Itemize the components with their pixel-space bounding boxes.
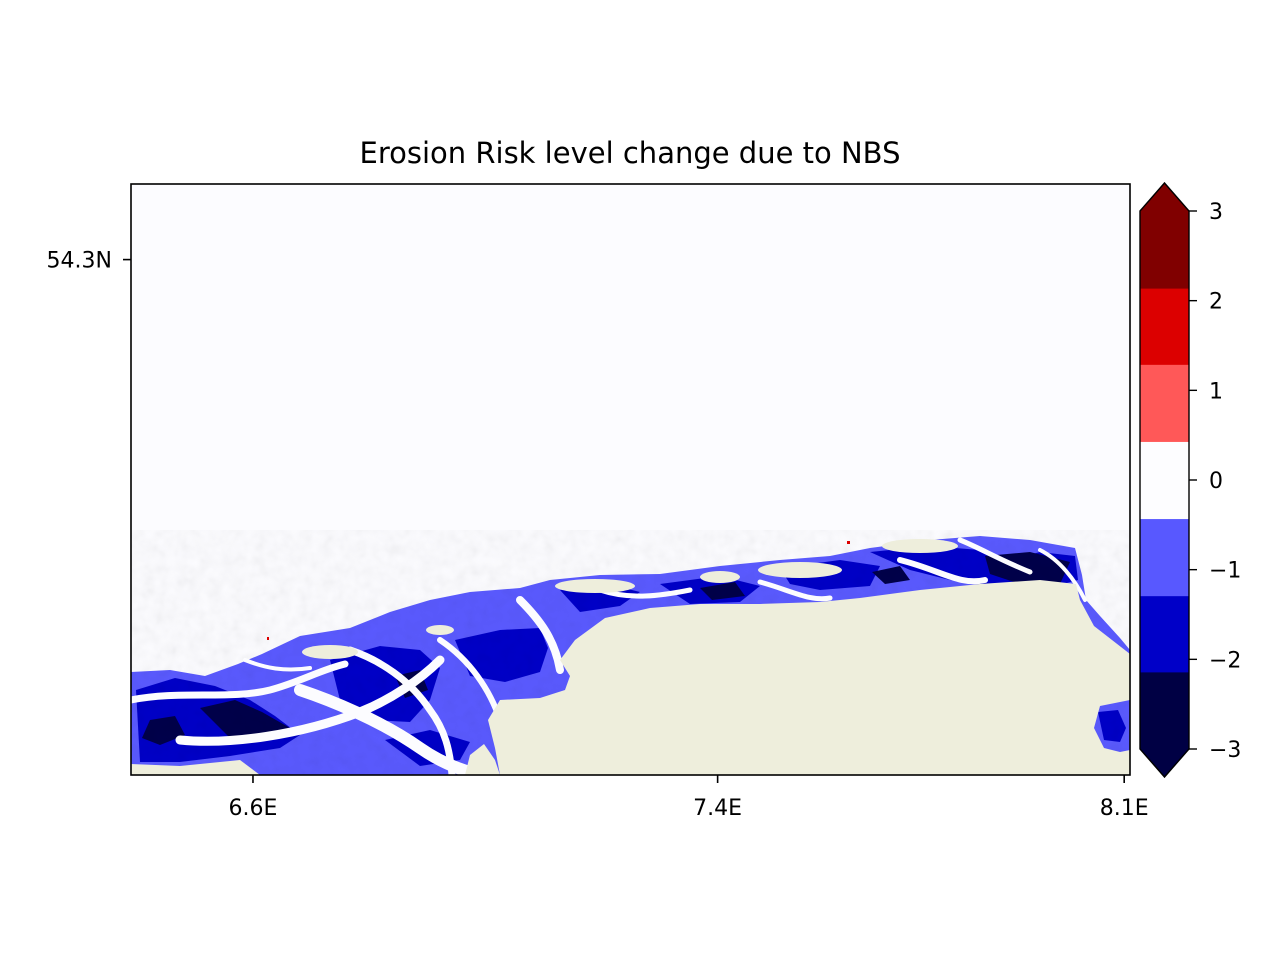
colorbar-tick-label: 2 (1209, 290, 1223, 315)
y-axis: 54.3N (47, 249, 131, 274)
colorbar-tick-label: −2 (1209, 648, 1241, 673)
x-tick-label: 8.1E (1100, 796, 1149, 821)
plot-frame (130, 183, 1131, 776)
colorbar-level (1140, 441, 1189, 520)
colorbar-level (1140, 595, 1189, 673)
coastal-land-left (131, 760, 260, 775)
risk-increase-spot (267, 637, 269, 640)
risk-increase-spot (847, 541, 850, 544)
x-axis: 6.6E 7.4E 8.1E (229, 775, 1149, 821)
colorbar-level (1140, 518, 1189, 597)
islands (302, 539, 958, 659)
colorbar-level (1140, 288, 1189, 365)
mainland (488, 580, 1130, 775)
coastal-land-mid (465, 744, 500, 775)
colorbar-tick-label: −3 (1209, 738, 1241, 763)
y-tick-label: 54.3N (47, 249, 112, 274)
colorbar-extend-min (1140, 749, 1189, 777)
chart-title: Erosion Risk level change due to NBS (359, 136, 901, 170)
colorbar-tick-label: 1 (1209, 379, 1223, 404)
colorbar-level (1140, 671, 1189, 750)
colorbar-level (1140, 364, 1189, 442)
colorbar-tick-label: −1 (1209, 559, 1241, 584)
x-tick-label: 6.6E (229, 796, 278, 821)
colorbar-extend-max (1140, 183, 1189, 211)
map-area (131, 184, 1130, 775)
colorbar-tick-label: 3 (1209, 200, 1223, 225)
colorbar: 3 2 1 0 −1 −2 −3 (1139, 181, 1241, 779)
colorbar-level (1140, 211, 1189, 289)
colorbar-tick-label: 0 (1209, 469, 1223, 494)
x-tick-label: 7.4E (693, 796, 742, 821)
